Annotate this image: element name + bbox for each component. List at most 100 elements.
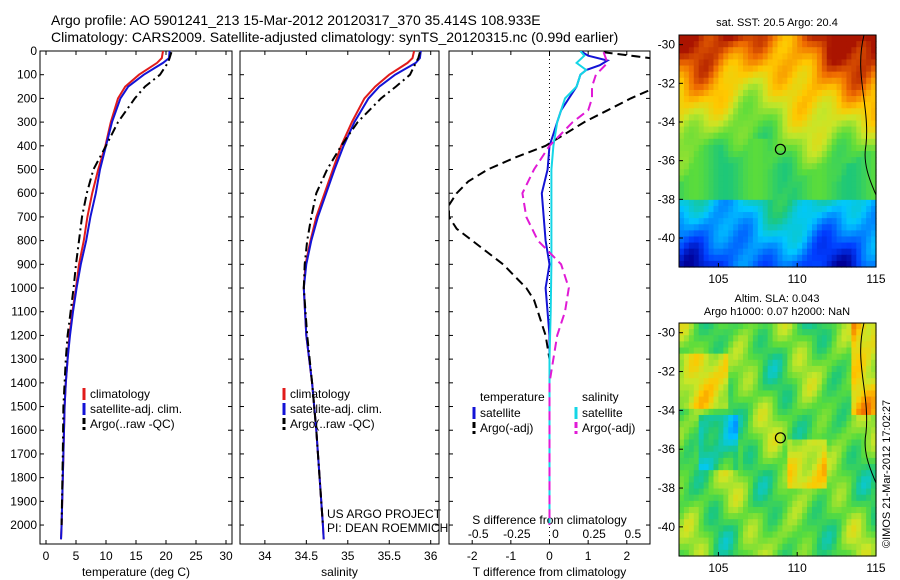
sla_map-ytick-label: -36 (658, 442, 676, 456)
temperature-series-satellite-adj--clim- (60, 51, 171, 540)
temperature-xtick-label: 0 (43, 549, 50, 563)
salinity-series-argo---raw--qc- (302, 51, 421, 526)
difference-series-temperature-argo--adj- (449, 51, 650, 525)
temperature-xlabel: temperature (deg C) (82, 565, 190, 579)
sla_map-cells (679, 323, 877, 557)
depth-tick-label: 1000 (10, 281, 37, 295)
salinity-xtick-label: 34.5 (295, 549, 319, 563)
sst_map-cells (679, 35, 877, 268)
depth-tick-label: 800 (17, 234, 37, 248)
difference-lines (449, 51, 650, 525)
sst_map-xtick-label: 115 (866, 272, 885, 286)
salinity-diff-tick-label: -0.5 (468, 527, 489, 541)
sst_map-ytick-label: -32 (658, 76, 676, 90)
sst_map-ytick-label: -36 (658, 154, 676, 168)
difference-legend-label: Argo(-adj) (582, 421, 635, 435)
sst_map-axes-box (678, 34, 877, 268)
depth-tick-label: 2000 (10, 518, 37, 532)
panel-salinity: 34 34.5 35 35.5 36 salinity climatologysatelli… (239, 50, 448, 579)
depth-tick-label: 200 (17, 91, 37, 105)
sst_map-ytick-label: -40 (658, 231, 676, 245)
difference-xtick-label: 1 (585, 549, 592, 563)
sla_map-ytick-label: -30 (658, 326, 676, 340)
depth-tick-label: 0 (30, 44, 37, 58)
temperature-xtick-label: 20 (159, 549, 173, 563)
temperature-series-argo---raw--qc- (60, 51, 173, 526)
sst_map-ytick-label: -34 (658, 115, 676, 129)
salinity-diff-tick-label: 0 (552, 527, 559, 541)
depth-tick-label: 500 (17, 163, 37, 177)
sla_map-ytick-label: -40 (658, 520, 676, 534)
sst_map-coastline (860, 34, 877, 196)
temperature-legend-label: climatology (90, 387, 150, 401)
salinity-xtick-label: 34 (258, 549, 272, 563)
sla_map-ytick-label: -38 (658, 481, 676, 495)
temperature-xtick-label: 25 (189, 549, 203, 563)
salinity-diff-tick-label: 0.5 (624, 527, 641, 541)
salinity-xtick-label: 35.5 (378, 549, 402, 563)
salinity-diff-tick-label: -0.25 (503, 527, 531, 541)
salinity-xlabel: salinity (321, 565, 358, 579)
header-line1: Argo profile: AO 5901241_213 15-Mar-2012… (51, 12, 541, 28)
difference-xlabel: T difference from climatology (473, 565, 627, 579)
salinity-legend-label: climatology (290, 387, 350, 401)
depth-tick-label: 1500 (10, 400, 37, 414)
depth-tick-label: 300 (17, 115, 37, 129)
temperature-lines (60, 51, 173, 540)
sst-map-title: sat. SST: 20.5 Argo: 20.4 (716, 17, 838, 29)
temperature-axes-box (39, 50, 233, 545)
depth-tick-label: 600 (17, 186, 37, 200)
difference-legend-label: Argo(-adj) (480, 421, 533, 435)
difference-legend-label: satellite (582, 406, 623, 420)
difference-series-salinity-argo--adj- (521, 51, 609, 525)
sst_map-argo-marker (774, 143, 786, 155)
sla-map-title: Altim. SLA: 0.043 (735, 293, 820, 305)
sla_map-xtick-label: 115 (866, 561, 885, 575)
depth-tick-label: 1400 (10, 376, 37, 390)
depth-tick-label: 1200 (10, 328, 37, 342)
depth-tick-label: 700 (17, 210, 37, 224)
depth-tick-label: 100 (17, 68, 37, 82)
salinity-xtick-label: 36 (424, 549, 438, 563)
depth-tick-label: 1100 (11, 305, 37, 319)
sla_map-axes-box (678, 322, 877, 557)
sla_map-coastline (860, 322, 877, 484)
sst_map-xtick-label: 105 (708, 272, 728, 286)
panel-temperature: 0100200300400500600700800900100011001200… (10, 44, 233, 579)
panel-sst_map: 105 110 115 -30 -32 -34 -36 -38 -40 (658, 34, 886, 286)
difference-xtick-label: -2 (467, 549, 478, 563)
temperature-legend-label: Argo(..raw -QC) (90, 417, 175, 431)
difference-series-salinity-satellite (548, 51, 588, 525)
salinity-axes-box (239, 50, 440, 545)
depth-tick-label: 1900 (10, 494, 37, 508)
panel-sla_map: 105 110 115 -30 -32 -34 -36 -38 -40 (658, 322, 886, 575)
temperature-xtick-label: 5 (73, 549, 80, 563)
depth-tick-label: 1800 (10, 471, 37, 485)
difference-xtick-label: -1 (506, 549, 517, 563)
sla_map-ytick-label: -32 (658, 365, 676, 379)
temperature-xtick-label: 10 (99, 549, 113, 563)
temperature-legend-label: satellite-adj. clim. (90, 402, 182, 416)
salinity-lines (302, 51, 422, 540)
project-annotation: US ARGO PROJECT (327, 507, 442, 521)
sst_map-ytick-label: -38 (658, 192, 676, 206)
salinity-legend-label: satellite-adj. clim. (290, 402, 382, 416)
depth-tick-label: 400 (17, 139, 37, 153)
salinity-legend-label: Argo(..raw -QC) (290, 417, 375, 431)
sst_map-ytick-label: -30 (658, 38, 676, 52)
salinity-xtick-label: 35 (341, 549, 355, 563)
sla_map-xtick-label: 105 (708, 561, 728, 575)
pi-annotation: PI: DEAN ROEMMICH (327, 521, 448, 535)
sla_map-xtick-label: 110 (788, 561, 807, 575)
sla_map-ytick-label: -34 (658, 403, 676, 417)
depth-tick-label: 1600 (10, 423, 37, 437)
temperature-xtick-label: 30 (219, 549, 233, 563)
depth-tick-label: 900 (17, 257, 37, 271)
difference-xtick-label: 0 (546, 549, 553, 563)
header-line2: Climatology: CARS2009. Satellite-adjuste… (51, 29, 619, 45)
depth-tick-label: 1700 (10, 447, 37, 461)
salinity-series-satellite-adj--clim- (302, 51, 422, 540)
depth-tick-label: 1300 (10, 352, 37, 366)
